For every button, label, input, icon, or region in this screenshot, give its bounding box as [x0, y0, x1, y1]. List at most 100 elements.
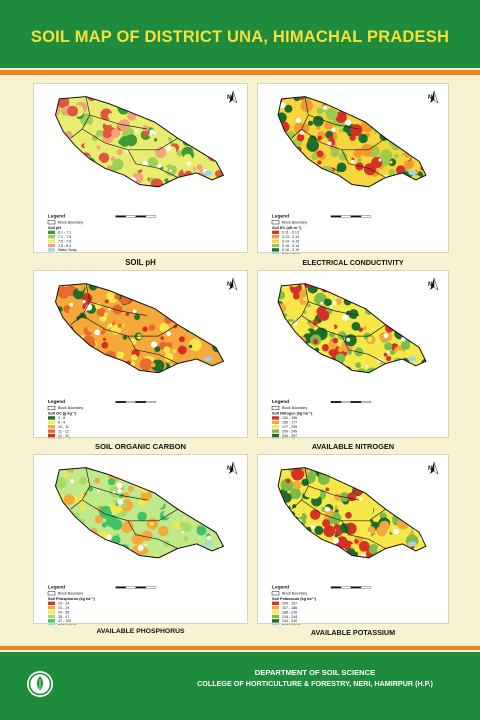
soil-class-patch [214, 101, 224, 115]
map-panel-organic-carbon: N Legend Block Boundary Soil OC (g kg⁻¹) 3 -… [33, 270, 248, 439]
soil-class-patch [222, 312, 224, 319]
soil-class-patch [106, 290, 119, 303]
soil-class-patch [55, 322, 59, 327]
soil-class-patch [391, 504, 395, 509]
unmapped-patch [317, 96, 323, 98]
unmapped-patch [424, 161, 426, 164]
soil-class-patch [395, 486, 399, 491]
soil-class-patch [323, 359, 331, 367]
soil-class-patch [317, 160, 322, 165]
soil-class-patch [128, 560, 135, 567]
soil-class-patch [143, 193, 153, 203]
unmapped-patch [375, 560, 378, 563]
soil-class-patch [68, 305, 81, 318]
soil-class-patch [329, 96, 336, 102]
soil-class-patch [331, 467, 344, 471]
soil-class-patch [422, 484, 426, 497]
soil-class-patch [171, 119, 176, 123]
soil-class-patch [100, 384, 113, 397]
unmapped-patch [163, 110, 166, 113]
soil-class-patch [271, 148, 275, 152]
soil-class-patch [188, 291, 201, 305]
soil-class-patch [185, 491, 193, 499]
unmapped-patch [186, 308, 190, 312]
soil-class-patch [320, 384, 331, 395]
legend-class-label: 244 - 310 [282, 619, 297, 623]
soil-class-patch [97, 373, 105, 381]
soil-class-patch [316, 125, 321, 130]
soil-class-patch [38, 336, 50, 348]
soil-class-patch [131, 354, 138, 361]
soil-class-patch [348, 309, 359, 320]
soil-class-patch [181, 96, 194, 106]
soil-class-patch [415, 557, 420, 558]
soil-class-patch [411, 385, 421, 395]
soil-class-patch [183, 153, 192, 163]
soil-class-patch [59, 355, 71, 367]
soil-class-patch [269, 172, 275, 178]
soil-class-patch [418, 194, 423, 199]
soil-class-patch [304, 388, 308, 392]
soil-class-patch [430, 360, 440, 370]
soil-class-patch [422, 528, 426, 534]
soil-class-patch [64, 467, 74, 472]
soil-class-patch [115, 550, 120, 554]
soil-class-patch [107, 566, 115, 574]
soil-class-patch [83, 189, 88, 194]
soil-class-patch [409, 174, 422, 187]
soil-class-patch [177, 303, 185, 311]
soil-class-patch [85, 123, 90, 128]
soil-class-patch [325, 108, 338, 121]
soil-class-patch [315, 364, 319, 369]
soil-class-patch [85, 529, 95, 540]
soil-class-patch [145, 194, 149, 198]
soil-class-patch [388, 487, 399, 498]
soil-class-patch [121, 124, 129, 132]
soil-class-patch [195, 304, 206, 316]
soil-class-patch [49, 572, 54, 577]
soil-class-patch [199, 295, 207, 303]
soil-class-patch [188, 131, 202, 145]
soil-class-patch [132, 554, 140, 558]
soil-class-patch [402, 125, 413, 137]
soil-class-patch [187, 309, 200, 322]
unmapped-patch [111, 174, 117, 180]
soil-class-patch [50, 546, 54, 550]
soil-class-patch [383, 556, 395, 558]
district-fill [55, 96, 224, 187]
soil-class-patch [112, 304, 123, 315]
soil-class-patch [363, 102, 375, 114]
soil-class-patch [415, 516, 422, 523]
unmapped-patch [405, 480, 409, 484]
soil-class-patch [292, 170, 298, 176]
soil-class-patch [405, 193, 414, 202]
soil-class-patch [321, 368, 329, 373]
soil-class-patch [130, 376, 139, 385]
soil-class-patch [409, 530, 415, 536]
soil-class-patch [141, 530, 153, 542]
soil-class-patch [47, 521, 54, 528]
soil-class-patch [409, 297, 420, 308]
unmapped-patch [266, 127, 270, 131]
soil-class-patch [306, 175, 318, 186]
soil-class-patch [389, 186, 396, 187]
soil-class-patch [269, 147, 275, 153]
soil-class-patch [180, 96, 191, 98]
soil-class-patch [378, 284, 385, 291]
unmapped-patch [405, 291, 409, 294]
soil-class-patch [153, 574, 160, 581]
soil-class-patch [193, 193, 198, 198]
soil-class-patch [348, 487, 353, 492]
soil-class-patch [411, 96, 423, 99]
unmapped-patch [365, 365, 368, 368]
soil-class-patch [342, 190, 352, 200]
soil-class-patch [83, 168, 96, 182]
soil-class-patch [292, 504, 297, 509]
soil-class-patch [94, 477, 100, 484]
unmapped-patch [171, 378, 174, 381]
soil-class-patch [316, 107, 323, 115]
soil-class-patch [352, 473, 365, 486]
soil-class-patch [210, 300, 221, 312]
soil-class-patch [61, 164, 68, 171]
soil-class-patch [105, 514, 119, 528]
